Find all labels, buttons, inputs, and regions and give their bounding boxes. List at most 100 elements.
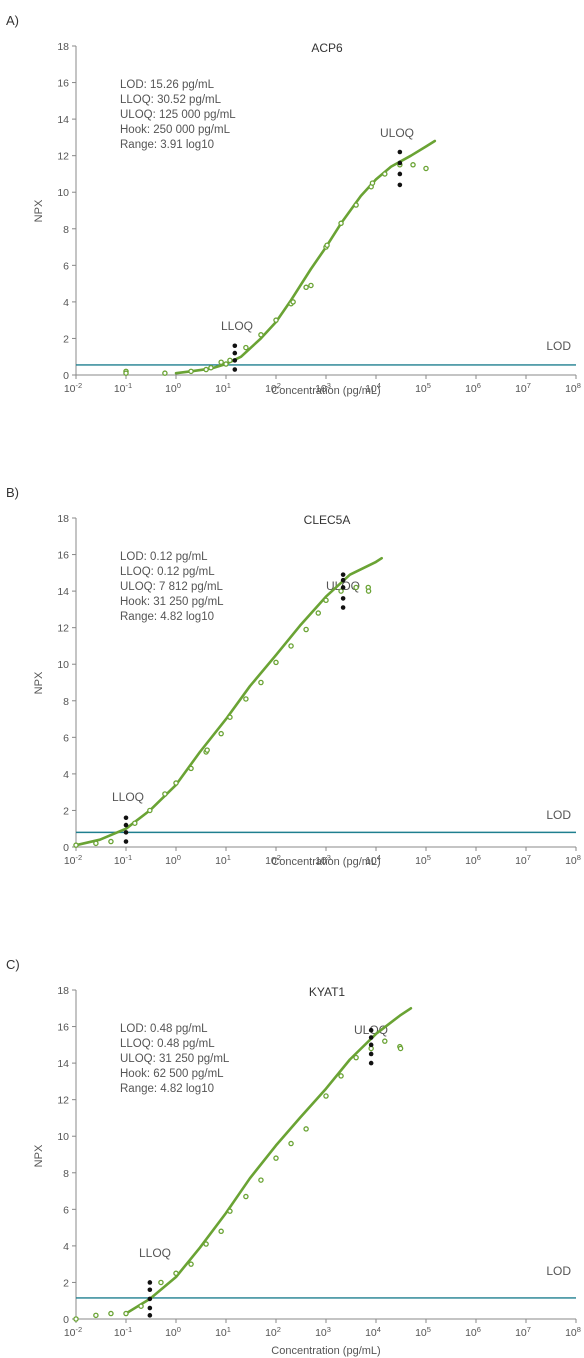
panel-a-ytick-label: 0: [63, 370, 69, 382]
panel-b-uloq-replicate: [340, 596, 346, 601]
panel-c-ytick-label: 8: [63, 1168, 69, 1180]
panel-a-xtick-label: 107: [515, 381, 531, 395]
panel-b-lloq-replicate: [123, 830, 129, 835]
panel-a-lloq-replicate: [232, 367, 238, 372]
panel-a-ytick-label: 8: [63, 224, 69, 236]
panel-b-xtick-label: 102: [265, 853, 281, 867]
panel-b-uloq-replicate: [340, 605, 346, 610]
panel-a-data-point: [290, 299, 296, 305]
panel-a-data-point: [423, 165, 429, 172]
panel-c-lloq-replicate: [147, 1280, 153, 1285]
panel-b-data-point: [365, 588, 372, 594]
panel-c-xtick-label: 102: [265, 1325, 281, 1339]
panel-b-uloq-replicate: [340, 572, 346, 577]
panel-c-data-point: [303, 1126, 309, 1132]
panel-c-data-point: [123, 1310, 129, 1317]
panel-a-data-point: [324, 242, 330, 248]
panel-c-lloq-replicate: [147, 1305, 153, 1311]
panel-a-marks: 0 2 4 6 8 10 12 14 16 18 10-2 10-1 100 101 102 103 104 10…: [57, 41, 581, 395]
panel-b-uloq-replicate: [340, 577, 346, 583]
panel-a-xlabel: Concentration (pg/mL): [271, 385, 380, 397]
panel-c-stat-hook: Hook: 62 500 pg/mL: [120, 1068, 224, 1080]
panel-a-stat-range: Range: 3.91 log10: [120, 139, 214, 151]
panel-a-data-point: [369, 180, 376, 186]
panel-b-data-point: [73, 842, 79, 848]
panel-b-data-point: [288, 643, 294, 649]
panel-a-xtick-label: 10-1: [114, 381, 132, 395]
panel-a-uloq-replicate: [397, 149, 403, 155]
panel-b-data-point: [338, 588, 344, 594]
panel-a-ytick-label: 18: [57, 41, 69, 53]
panel-a-data-point: [258, 332, 264, 338]
panel-c-xtick-label: 100: [165, 1325, 181, 1339]
panel-c-ytick-label: 14: [57, 1058, 69, 1070]
panel-b-data-point: [147, 807, 153, 814]
panel-c-stat-lod: LOD: 0.48 pg/mL: [120, 1023, 208, 1035]
panel-b-xtick-label: 107: [515, 853, 531, 867]
panel-a-xtick-label: 10-2: [64, 381, 82, 395]
panel-a-data-point: [208, 364, 214, 371]
panel-a-xtick-label: 102: [265, 381, 281, 395]
panel-a-uloq-replicate: [397, 171, 403, 177]
panel-a-lod-label: LOD: [546, 339, 571, 353]
panel-c-stat-lloq: LLOQ: 0.48 pg/mL: [120, 1038, 215, 1050]
panel-a-data-point: [218, 359, 224, 365]
panel-a-ylabel: NPX: [33, 199, 45, 222]
panel-c-data-point: [258, 1177, 264, 1183]
panel-b-ytick-label: 16: [57, 550, 69, 562]
panel-c-xtick-label: 101: [215, 1325, 231, 1339]
panel-a-ytick-label: 2: [63, 333, 69, 345]
panel-b-ylabel: NPX: [33, 671, 45, 694]
panel-b-xtick-label: 108: [565, 853, 581, 867]
panel-c-xtick-label: 106: [465, 1325, 481, 1339]
panel-b-lloq-replicate: [123, 815, 129, 821]
panel-b-marks: 0 2 4 6 8 10 12 14 16 18 10-2 10-1 100 101 102 103 104 10…: [57, 513, 581, 867]
panel-a-data-point: [273, 317, 279, 323]
panel-a-xtick-label: 103: [315, 381, 331, 395]
panel-c-ytick-label: 2: [63, 1277, 69, 1289]
panel-b-data-point: [243, 696, 249, 702]
panel-b-data-point: [273, 659, 279, 666]
panel-b-uloq-replicate: [340, 585, 346, 590]
panel-c-data-point: [243, 1193, 249, 1200]
panel-b-ytick-label: 18: [57, 513, 69, 525]
panel-c-ytick-label: 6: [63, 1204, 69, 1216]
panel-c-title: KYAT1: [309, 985, 346, 999]
panel-b-letter: B): [6, 485, 19, 500]
panel-a-data-point: [338, 220, 344, 227]
panel-a-stat-lloq: LLOQ: 30.52 pg/mL: [120, 94, 222, 106]
panel-a-lloq-replicate: [232, 343, 238, 349]
panel-c-xtick-label: 104: [365, 1325, 381, 1339]
panel-c-data-point: [338, 1073, 344, 1079]
panel-a-ytick-label: 16: [57, 78, 69, 90]
panel-b-xtick-label: 100: [165, 853, 181, 867]
panel-b-ytick-label: 0: [63, 842, 69, 854]
panel-a-xtick-label: 108: [565, 381, 581, 395]
panel-b-data-point: [353, 584, 359, 591]
panel-c-data-point: [203, 1241, 209, 1247]
panel-c-data-point: [73, 1316, 79, 1322]
panel-c-data-point: [93, 1312, 99, 1319]
panel-b-title: CLEC5A: [304, 513, 351, 527]
panel-c-lloq-replicate: [147, 1313, 153, 1318]
panel-b-lloq-replicate: [123, 822, 129, 828]
panel-b-stat-range: Range: 4.82 log10: [120, 611, 214, 623]
panel-a-data-point: [223, 361, 229, 367]
panel-c-ytick-label: 4: [63, 1241, 69, 1253]
panel-a-stat-uloq: ULOQ: 125 000 pg/mL: [120, 109, 236, 121]
panel-a-ytick-label: 12: [57, 151, 69, 163]
panel-b-xtick-label: 10-1: [114, 853, 132, 867]
panel-b-data-point: [173, 780, 179, 786]
panel-c-data-point: [158, 1279, 164, 1286]
panel-a-lloq-label: LLOQ: [221, 319, 253, 333]
panel-c-data-point: [397, 1045, 404, 1052]
panel-c-stat-uloq: ULOQ: 31 250 pg/mL: [120, 1053, 230, 1065]
panel-a-lloq-replicate: [232, 358, 238, 363]
panel-b-ytick-label: 8: [63, 696, 69, 708]
panel-b-lloq-replicate: [123, 839, 129, 844]
panel-a-lloq-replicate: [232, 350, 238, 356]
panel-a-ytick-label: 14: [57, 114, 69, 126]
panel-c-ytick-label: 0: [63, 1314, 69, 1326]
panel-b-data-point: [303, 626, 309, 633]
panel-c-lloq-replicate: [147, 1287, 153, 1293]
